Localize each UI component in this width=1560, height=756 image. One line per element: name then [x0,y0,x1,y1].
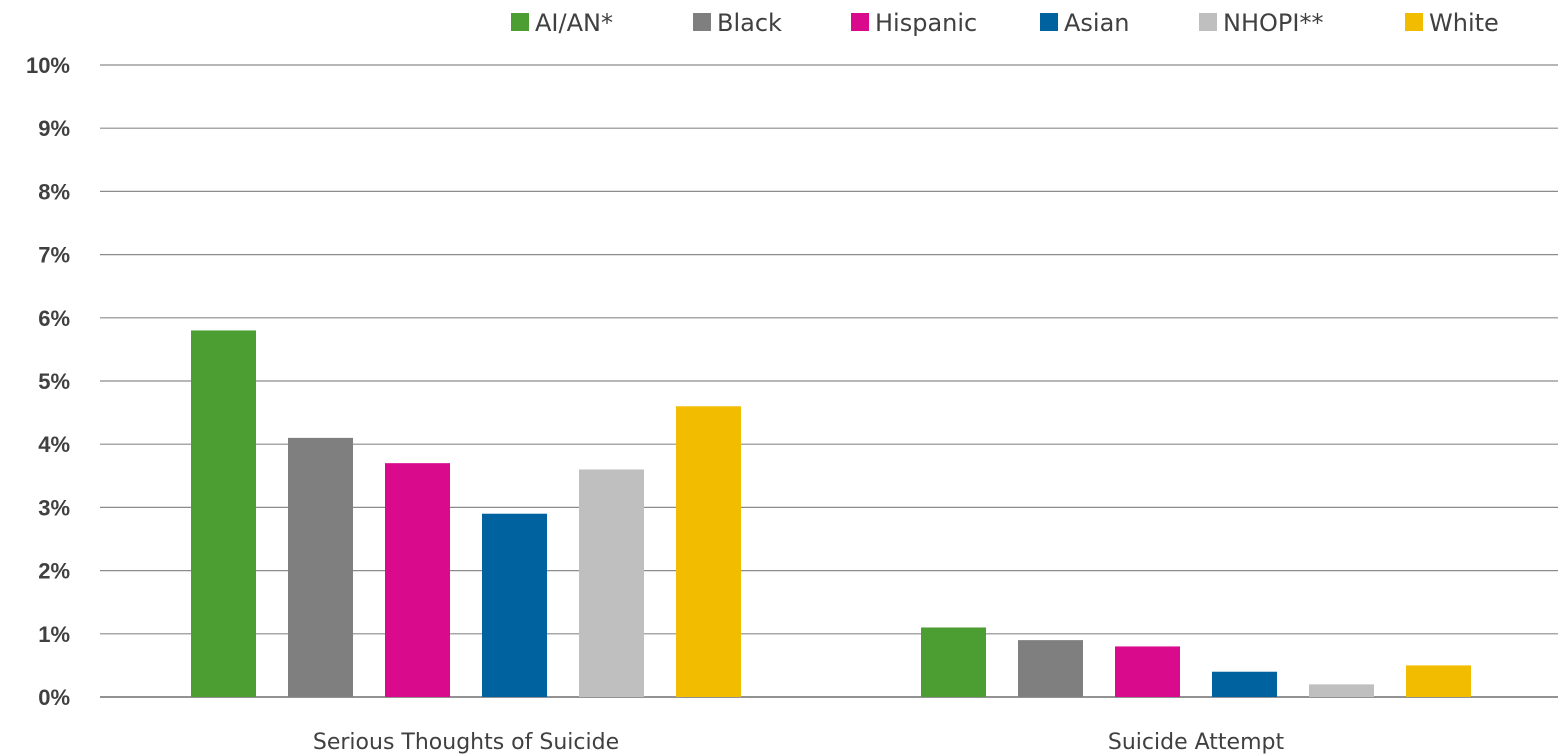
y-tick-label: 7% [38,243,70,268]
legend: AI/AN* Black Hispanic Asian NHOPI** White [511,9,1499,37]
y-tick-label: 4% [38,432,70,457]
legend-swatch [1199,13,1217,31]
legend-label: Asian [1064,9,1130,37]
legend-item-black: Black [693,9,782,37]
legend-item-nhopi: NHOPI** [1199,9,1323,37]
bar-black-serious-thoughts-of-suicide [288,437,353,697]
bar-ai-an-serious-thoughts-of-suicide [191,330,256,697]
y-tick-label: 9% [38,116,70,141]
legend-swatch [511,13,529,31]
bars [191,330,1471,697]
legend-swatch [851,13,869,31]
bar-white-suicide-attempt [1406,665,1471,697]
y-axis-tick-labels: 0% 1% 2% 3% 4% 5% 6% 7% 8% 9% 10% [26,53,70,710]
legend-swatch [693,13,711,31]
y-tick-label: 2% [38,559,70,584]
legend-item-white: White [1405,9,1499,37]
y-tick-label: 1% [38,622,70,647]
y-tick-label: 3% [38,495,70,520]
legend-label: NHOPI** [1223,9,1323,37]
legend-item-ai-an: AI/AN* [511,9,613,37]
y-tick-label: 8% [38,179,70,204]
y-tick-label: 5% [38,369,70,394]
legend-label: Hispanic [875,9,977,37]
bar-asian-serious-thoughts-of-suicide [482,513,547,697]
legend-label: Black [717,9,782,37]
bar-nhopi-suicide-attempt [1309,684,1374,697]
legend-item-hispanic: Hispanic [851,9,977,37]
legend-label: White [1429,9,1499,37]
bar-ai-an-suicide-attempt [921,627,986,697]
y-tick-label: 10% [26,53,70,78]
y-tick-label: 6% [38,306,70,331]
bar-hispanic-suicide-attempt [1115,646,1180,697]
bar-hispanic-serious-thoughts-of-suicide [385,463,450,697]
bar-white-serious-thoughts-of-suicide [676,406,741,697]
x-axis-category-labels: Serious Thoughts of Suicide Suicide Attem… [313,730,1285,755]
legend-swatch [1405,13,1423,31]
legend-item-asian: Asian [1040,9,1130,37]
bar-nhopi-serious-thoughts-of-suicide [579,469,644,697]
x-category-label: Suicide Attempt [1108,730,1285,755]
bar-asian-suicide-attempt [1212,671,1277,697]
legend-label: AI/AN* [535,9,613,37]
x-category-label: Serious Thoughts of Suicide [313,730,619,755]
legend-swatch [1040,13,1058,31]
bar-black-suicide-attempt [1018,640,1083,697]
y-tick-label: 0% [38,685,70,710]
